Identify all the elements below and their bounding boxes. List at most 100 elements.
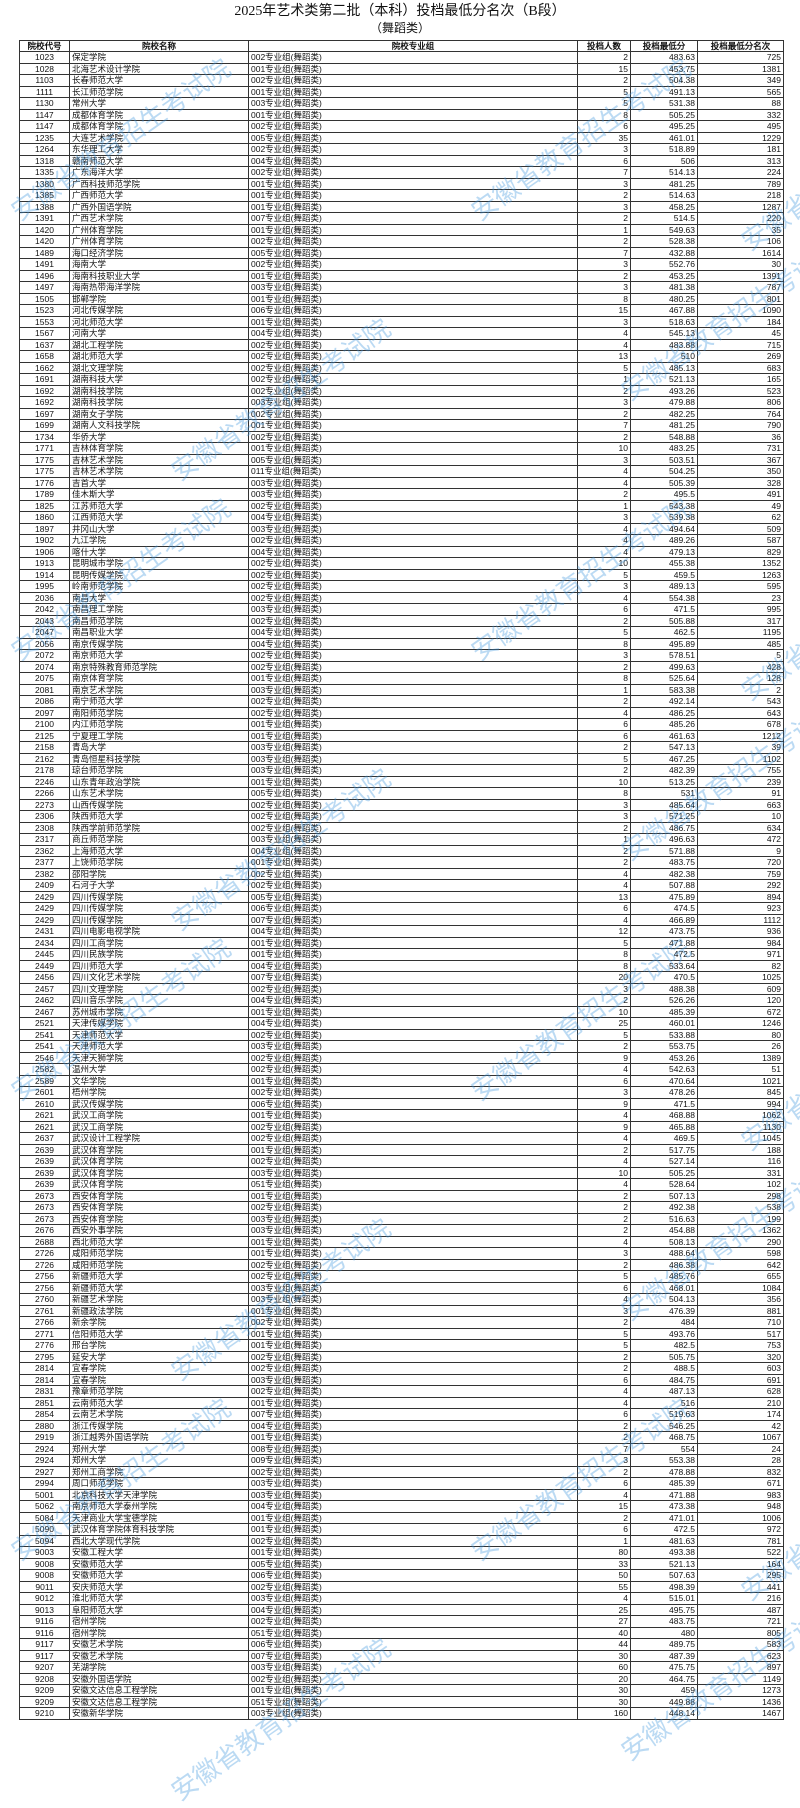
school-code-cell: 2726 (19, 1258, 70, 1271)
school-name-cell: 保定学院 (69, 51, 249, 64)
table-row: 1335 广东海洋大学 002专业组(舞蹈类) 7 514.13 224 (19, 166, 784, 179)
school-name-cell: 西北大学现代学院 (69, 1534, 249, 1547)
school-name-cell: 海南大学 (69, 258, 249, 271)
admitted-count-cell: 4 (577, 1293, 631, 1306)
min-score-cell: 460.01 (630, 1017, 698, 1030)
school-code-cell: 2795 (19, 1350, 70, 1363)
major-group-cell: 002专业组(舞蹈类) (248, 338, 578, 351)
min-score-rank-cell: 62 (697, 511, 784, 524)
major-group-cell: 051专业组(舞蹈类) (248, 1178, 578, 1191)
table-row: 1775 吉林艺术学院 005专业组(舞蹈类) 3 503.51 367 (19, 453, 784, 466)
min-score-cell: 453.26 (630, 1051, 698, 1064)
school-name-cell: 淮北师范大学 (69, 1592, 249, 1605)
school-code-cell: 1523 (19, 304, 70, 317)
table-row: 1147 成都体育学院 001专业组(舞蹈类) 8 505.25 332 (19, 108, 784, 121)
major-group-cell: 002专业组(舞蹈类) (248, 614, 578, 627)
min-score-cell: 482.25 (630, 407, 698, 420)
min-score-rank-cell: 1273 (697, 1684, 784, 1697)
min-score-cell: 488.5 (630, 1362, 698, 1375)
min-score-cell: 503.51 (630, 453, 698, 466)
min-score-rank-cell: 45 (697, 327, 784, 340)
table-row: 2273 山西传媒学院 002专业组(舞蹈类) 3 485.64 663 (19, 798, 784, 811)
min-score-rank-cell: 655 (697, 1270, 784, 1283)
school-code-cell: 1771 (19, 442, 70, 455)
table-row: 2854 云南艺术学院 007专业组(舞蹈类) 6 519.63 174 (19, 1408, 784, 1421)
school-code-cell: 1103 (19, 74, 70, 87)
major-group-cell: 004专业组(舞蹈类) (248, 1017, 578, 1030)
school-code-cell: 2601 (19, 1086, 70, 1099)
school-name-cell: 上海师范大学 (69, 844, 249, 857)
school-name-cell: 北海艺术设计学院 (69, 62, 249, 75)
admitted-count-cell: 2 (577, 856, 631, 869)
school-name-cell: 安徽文达信息工程学院 (69, 1695, 249, 1708)
min-score-rank-cell: 328 (697, 476, 784, 489)
min-score-cell: 506 (630, 154, 698, 167)
school-code-cell: 9209 (19, 1695, 70, 1708)
table-row: 1523 河北传媒学院 006专业组(舞蹈类) 15 467.88 1090 (19, 304, 784, 317)
school-name-cell: 西北师范大学 (69, 1235, 249, 1248)
table-row: 9003 安徽工程大学 001专业组(舞蹈类) 80 493.38 522 (19, 1546, 784, 1559)
min-score-rank-cell: 164 (697, 1557, 784, 1570)
school-code-cell: 1420 (19, 223, 70, 236)
min-score-rank-cell: 313 (697, 154, 784, 167)
major-group-cell: 002专业组(舞蹈类) (248, 557, 578, 570)
table-row: 2601 梧州学院 002专业组(舞蹈类) 3 478.26 845 (19, 1086, 784, 1099)
school-name-cell: 南昌大学 (69, 591, 249, 604)
school-code-cell: 2056 (19, 637, 70, 650)
min-score-cell: 489.75 (630, 1638, 698, 1651)
min-score-rank-cell: 5 (697, 649, 784, 662)
table-row: 2814 宜春学院 002专业组(舞蹈类) 2 488.5 603 (19, 1362, 784, 1375)
table-row: 2429 四川传媒学院 006专业组(舞蹈类) 6 474.5 923 (19, 902, 784, 915)
min-score-rank-cell: 789 (697, 177, 784, 190)
min-score-rank-cell: 106 (697, 235, 784, 248)
school-name-cell: 成都体育学院 (69, 120, 249, 133)
major-group-cell: 001专业组(舞蹈类) (248, 269, 578, 282)
admitted-count-cell: 80 (577, 1546, 631, 1559)
major-group-cell: 004专业组(舞蹈类) (248, 154, 578, 167)
table-row: 1914 昆明传媒学院 002专业组(舞蹈类) 5 459.5 1263 (19, 568, 784, 581)
table-row: 1699 湖南人文科技学院 001专业组(舞蹈类) 7 481.25 790 (19, 419, 784, 432)
school-name-cell: 新疆艺术学院 (69, 1293, 249, 1306)
min-score-cell: 471.01 (630, 1511, 698, 1524)
admitted-count-cell: 25 (577, 1603, 631, 1616)
min-score-cell: 486.75 (630, 821, 698, 834)
school-name-cell: 南昌理工学院 (69, 603, 249, 616)
min-score-rank-cell: 472 (697, 833, 784, 846)
header-min-score-rank: 投档最低分名次 (697, 40, 784, 52)
min-score-rank-cell: 23 (697, 591, 784, 604)
school-code-cell: 1637 (19, 338, 70, 351)
min-score-rank-cell: 1025 (697, 971, 784, 984)
min-score-rank-cell: 721 (697, 1615, 784, 1628)
major-group-cell: 002专业组(舞蹈类) (248, 1155, 578, 1168)
school-code-cell: 5090 (19, 1523, 70, 1536)
admitted-count-cell: 2 (577, 384, 631, 397)
table-row: 2546 天津天狮学院 002专业组(舞蹈类) 9 453.26 1389 (19, 1051, 784, 1064)
min-score-rank-cell: 538 (697, 1201, 784, 1214)
min-score-rank-cell: 1352 (697, 557, 784, 570)
admitted-count-cell: 3 (577, 511, 631, 524)
school-code-cell: 2880 (19, 1419, 70, 1432)
school-name-cell: 武汉设计工程学院 (69, 1132, 249, 1145)
min-score-cell: 578.51 (630, 649, 698, 662)
admitted-count-cell: 2 (577, 1040, 631, 1053)
school-name-cell: 山东青年政治学院 (69, 775, 249, 788)
major-group-cell: 001专业组(舞蹈类) (248, 108, 578, 121)
school-code-cell: 2637 (19, 1132, 70, 1145)
admitted-count-cell: 60 (577, 1661, 631, 1674)
min-score-rank-cell: 350 (697, 465, 784, 478)
major-group-cell: 007专业组(舞蹈类) (248, 971, 578, 984)
min-score-cell: 554 (630, 1442, 698, 1455)
table-row: 2673 西安体育学院 001专业组(舞蹈类) 2 507.13 298 (19, 1189, 784, 1202)
min-score-rank-cell: 349 (697, 74, 784, 87)
min-score-cell: 528.64 (630, 1178, 698, 1191)
school-name-cell: 大连艺术学院 (69, 131, 249, 144)
school-code-cell: 1697 (19, 407, 70, 420)
major-group-cell: 004专业组(舞蹈类) (248, 327, 578, 340)
school-name-cell: 延安大学 (69, 1350, 249, 1363)
min-score-rank-cell: 1362 (697, 1224, 784, 1237)
school-name-cell: 广西科技师范学院 (69, 177, 249, 190)
min-score-rank-cell: 801 (697, 292, 784, 305)
school-code-cell: 2814 (19, 1362, 70, 1375)
min-score-rank-cell: 790 (697, 419, 784, 432)
min-score-cell: 483.75 (630, 856, 698, 869)
